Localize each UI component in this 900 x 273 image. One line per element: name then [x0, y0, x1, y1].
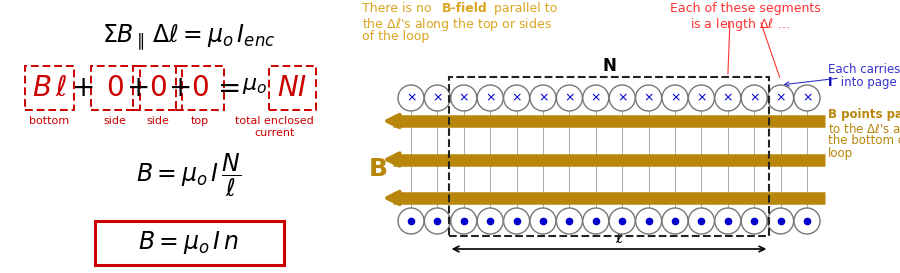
Text: B points parallel: B points parallel	[828, 108, 900, 121]
Text: $+$: $+$	[71, 75, 93, 102]
Text: $\times$: $\times$	[537, 91, 548, 105]
Text: $\times$: $\times$	[406, 91, 417, 105]
Text: There is no: There is no	[362, 2, 436, 15]
Text: $\times$: $\times$	[485, 91, 496, 105]
Text: Each of these segments: Each of these segments	[670, 2, 821, 15]
Circle shape	[583, 208, 608, 234]
Text: $\times$: $\times$	[749, 91, 760, 105]
Circle shape	[635, 208, 662, 234]
Text: the bottom of the: the bottom of the	[828, 134, 900, 147]
Circle shape	[583, 85, 608, 111]
Text: $\times$: $\times$	[802, 91, 813, 105]
Circle shape	[504, 208, 529, 234]
Circle shape	[556, 208, 582, 234]
Circle shape	[794, 85, 820, 111]
Circle shape	[794, 208, 820, 234]
Text: parallel to: parallel to	[490, 2, 557, 15]
Circle shape	[425, 208, 450, 234]
Bar	[94, 221, 284, 265]
Circle shape	[768, 85, 794, 111]
Text: $\times$: $\times$	[670, 91, 680, 105]
Text: $NI$: $NI$	[277, 75, 308, 102]
Text: bottom: bottom	[30, 116, 69, 126]
Circle shape	[662, 85, 688, 111]
Circle shape	[451, 208, 477, 234]
Text: $\times$: $\times$	[775, 91, 786, 105]
Text: $\times$: $\times$	[564, 91, 575, 105]
Circle shape	[398, 85, 424, 111]
Circle shape	[556, 85, 582, 111]
Text: $\ell$: $\ell$	[615, 229, 624, 247]
Text: loop: loop	[828, 147, 853, 160]
Text: $+$: $+$	[126, 75, 148, 102]
Text: Each carries current: Each carries current	[828, 63, 900, 76]
Circle shape	[530, 85, 556, 111]
Text: $\mathbf{B}$: $\mathbf{B}$	[368, 158, 387, 182]
Text: to the $\Delta\ell$'s along: to the $\Delta\ell$'s along	[828, 121, 900, 138]
Circle shape	[742, 208, 767, 234]
Circle shape	[715, 208, 741, 234]
Text: top: top	[191, 116, 209, 126]
Text: total enclosed
current: total enclosed current	[235, 116, 314, 138]
Circle shape	[477, 208, 503, 234]
Text: $B\,\ell$: $B\,\ell$	[32, 75, 68, 102]
Text: $=$: $=$	[212, 75, 239, 102]
Text: into page: into page	[837, 76, 896, 89]
Text: $0$: $0$	[106, 75, 124, 102]
Circle shape	[742, 85, 767, 111]
Text: $\times$: $\times$	[644, 91, 654, 105]
Circle shape	[451, 85, 477, 111]
Circle shape	[662, 208, 688, 234]
Text: $\times$: $\times$	[723, 91, 734, 105]
Circle shape	[425, 85, 450, 111]
Text: $\times$: $\times$	[458, 91, 469, 105]
Text: $0$: $0$	[191, 75, 209, 102]
Text: $\Sigma B_{\parallel}\,\Delta\ell = \mu_o\, I_{enc}$: $\Sigma B_{\parallel}\,\Delta\ell = \mu_…	[103, 23, 275, 53]
Text: $\mu_o$: $\mu_o$	[242, 74, 267, 96]
Text: $\times$: $\times$	[511, 91, 522, 105]
Text: the $\Delta\ell$'s along the top or sides: the $\Delta\ell$'s along the top or side…	[362, 16, 552, 33]
Text: $\times$: $\times$	[696, 91, 706, 105]
Text: $\times$: $\times$	[616, 91, 627, 105]
Text: N: N	[602, 57, 616, 75]
Circle shape	[715, 85, 741, 111]
Circle shape	[609, 208, 635, 234]
Text: of the loop: of the loop	[362, 30, 429, 43]
Circle shape	[504, 85, 529, 111]
Bar	[449, 77, 770, 236]
Circle shape	[768, 208, 794, 234]
Text: side: side	[146, 116, 169, 126]
Text: $\times$: $\times$	[590, 91, 601, 105]
Circle shape	[635, 85, 662, 111]
Circle shape	[688, 208, 715, 234]
Text: side: side	[104, 116, 127, 126]
Text: B-field: B-field	[442, 2, 488, 15]
Text: I: I	[828, 76, 832, 89]
Text: is a length $\Delta\ell$ ...: is a length $\Delta\ell$ ...	[690, 16, 789, 33]
Text: $B = \mu_o\, I\, n$: $B = \mu_o\, I\, n$	[139, 230, 239, 257]
Circle shape	[609, 85, 635, 111]
Circle shape	[477, 85, 503, 111]
Text: $+$: $+$	[168, 75, 190, 102]
Circle shape	[530, 208, 556, 234]
Text: $B = \mu_o\, I\,\dfrac{N}{\ell}$: $B = \mu_o\, I\,\dfrac{N}{\ell}$	[136, 152, 242, 198]
Text: $\times$: $\times$	[432, 91, 443, 105]
Text: $0$: $0$	[148, 75, 166, 102]
Circle shape	[398, 208, 424, 234]
Circle shape	[688, 85, 715, 111]
